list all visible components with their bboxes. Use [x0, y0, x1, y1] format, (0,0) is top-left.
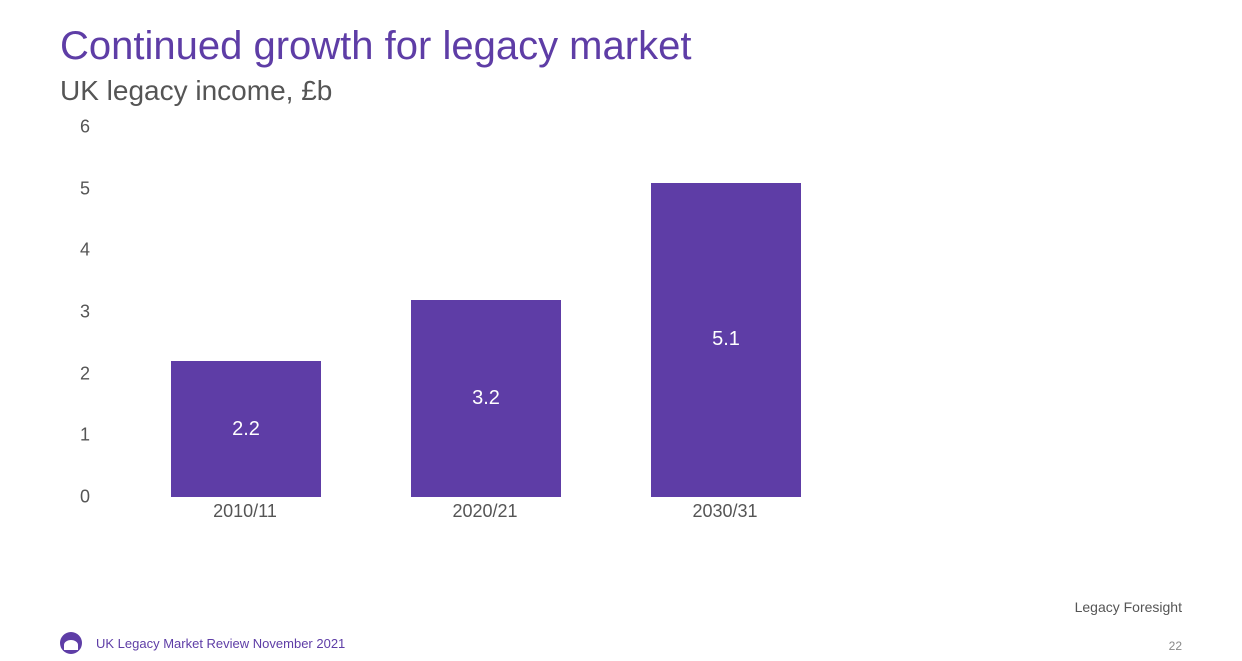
- bar-value-label: 3.2: [472, 387, 500, 410]
- bar-chart: 0123456 2.23.25.1 2010/112020/212030/31: [60, 127, 860, 527]
- y-tick-label: 5: [80, 178, 90, 199]
- bar: 5.1: [651, 183, 801, 498]
- y-tick-label: 3: [80, 302, 90, 323]
- y-tick-label: 2: [80, 363, 90, 384]
- x-axis: 2010/11 2020/21 2030/31: [110, 497, 860, 527]
- x-tick-label: 2020/21: [452, 501, 517, 522]
- attribution-text: Legacy Foresight: [1075, 599, 1182, 615]
- y-axis: 0123456: [60, 127, 100, 497]
- page-number: 22: [1169, 639, 1182, 653]
- footer-text: UK Legacy Market Review November 2021: [96, 636, 345, 651]
- footer: UK Legacy Market Review November 2021: [60, 631, 1182, 655]
- bar-value-label: 2.2: [232, 418, 260, 441]
- bar: 2.2: [171, 361, 321, 497]
- y-tick-label: 6: [80, 117, 90, 138]
- x-tick-label: 2010/11: [213, 501, 277, 522]
- x-tick-label: 2030/31: [692, 501, 757, 522]
- bar-value-label: 5.1: [712, 328, 740, 351]
- y-tick-label: 4: [80, 240, 90, 261]
- y-tick-label: 1: [80, 425, 90, 446]
- plot-area: 2.2 3.2 5.1: [110, 127, 860, 497]
- slide-subtitle: UK legacy income, £b: [60, 75, 1182, 107]
- y-tick-label: 0: [80, 487, 90, 508]
- logo-icon: [60, 632, 82, 654]
- slide-title: Continued growth for legacy market: [60, 24, 1182, 69]
- bar: 3.2: [411, 300, 561, 497]
- slide: Continued growth for legacy market UK le…: [0, 0, 1242, 661]
